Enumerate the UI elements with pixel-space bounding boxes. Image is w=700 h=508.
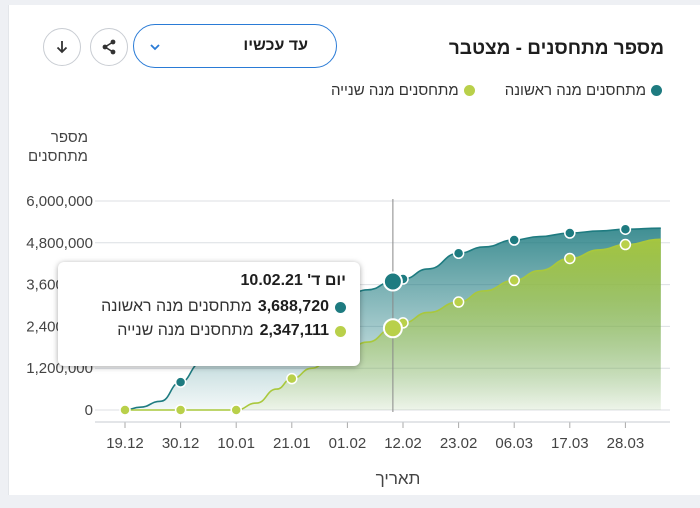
y-axis-title: מספר מתחסנים bbox=[28, 129, 88, 165]
chevron-down-icon bbox=[150, 44, 160, 51]
share-icon bbox=[102, 39, 116, 55]
data-point bbox=[508, 274, 520, 287]
data-point bbox=[508, 234, 520, 246]
x-tick-label: 06.03 bbox=[495, 435, 533, 452]
x-tick-label: 19.12 bbox=[106, 435, 144, 452]
date-range-value: עד עכשיו bbox=[243, 37, 308, 54]
chart-title: מספר מתחסנים - מצטבר bbox=[448, 38, 664, 59]
tooltip-value-first: 3,688,720 bbox=[257, 298, 329, 315]
legend-item-first-dose[interactable]: מתחסנים מנה ראשונה bbox=[505, 82, 662, 99]
data-point bbox=[452, 296, 465, 308]
data-point bbox=[619, 223, 632, 235]
data-point bbox=[452, 247, 465, 259]
tooltip-date: יום ד' 10.02.21 bbox=[240, 272, 346, 289]
legend-label-second: מתחסנים מנה שנייה bbox=[330, 82, 459, 99]
x-tick-label: 21.01 bbox=[273, 435, 311, 452]
legend-dot-second bbox=[463, 85, 475, 96]
legend-item-second-dose[interactable]: מתחסנים מנה שנייה bbox=[331, 82, 475, 99]
y-tick-label: 0 bbox=[85, 402, 93, 419]
share-button[interactable] bbox=[90, 28, 128, 66]
series-area-second-dose bbox=[125, 239, 661, 410]
tooltip-value-second: 2,347,111 bbox=[259, 322, 329, 339]
download-icon bbox=[56, 41, 68, 54]
hover-point-first bbox=[382, 271, 403, 292]
data-point bbox=[564, 252, 576, 265]
x-tick-label: 10.01 bbox=[217, 435, 255, 452]
tooltip-label-first: מתחסנים מנה ראשונה bbox=[101, 298, 252, 315]
tooltip-row-second: 2,347,111 מתחסנים מנה שנייה bbox=[72, 322, 346, 340]
x-tick-label: 30.12 bbox=[162, 435, 200, 452]
tooltip-label-second: מתחסנים מנה שנייה bbox=[117, 322, 254, 339]
x-tick-label: 23.02 bbox=[440, 435, 478, 452]
data-point bbox=[174, 376, 187, 388]
legend-dot-first bbox=[651, 85, 662, 96]
date-range-dropdown[interactable]: עד עכשיו bbox=[133, 24, 337, 68]
chart-tooltip: יום ד' 10.02.21 3,688,720 מתחסנים מנה רא… bbox=[58, 262, 360, 366]
x-tick-label: 01.02 bbox=[329, 435, 367, 452]
tooltip-dot-second bbox=[335, 325, 346, 337]
data-point bbox=[286, 372, 298, 385]
data-point bbox=[564, 227, 576, 239]
download-button[interactable] bbox=[43, 28, 81, 66]
y-tick-label: 4,800,000 bbox=[26, 235, 93, 252]
tooltip-row-first: 3,688,720 מתחסנים מנה ראשונה bbox=[72, 298, 346, 316]
legend-label-first: מתחסנים מנה ראשונה bbox=[504, 82, 646, 99]
data-point bbox=[119, 404, 131, 416]
data-point bbox=[619, 238, 632, 251]
x-tick-label: 17.03 bbox=[551, 435, 589, 452]
y-tick-label: 6,000,000 bbox=[26, 193, 93, 210]
series-line-second-dose bbox=[125, 238, 661, 411]
chart-legend: מתחסנים מנה ראשונה מתחסנים מנה שנייה bbox=[331, 82, 662, 99]
x-tick-label: 12.02 bbox=[384, 435, 422, 452]
x-tick-label: 28.03 bbox=[607, 435, 645, 452]
data-point bbox=[230, 404, 242, 416]
data-point bbox=[174, 404, 187, 416]
tooltip-dot-first bbox=[335, 301, 346, 313]
x-axis-title: תאריך bbox=[376, 469, 421, 488]
hover-point-second bbox=[382, 318, 403, 339]
